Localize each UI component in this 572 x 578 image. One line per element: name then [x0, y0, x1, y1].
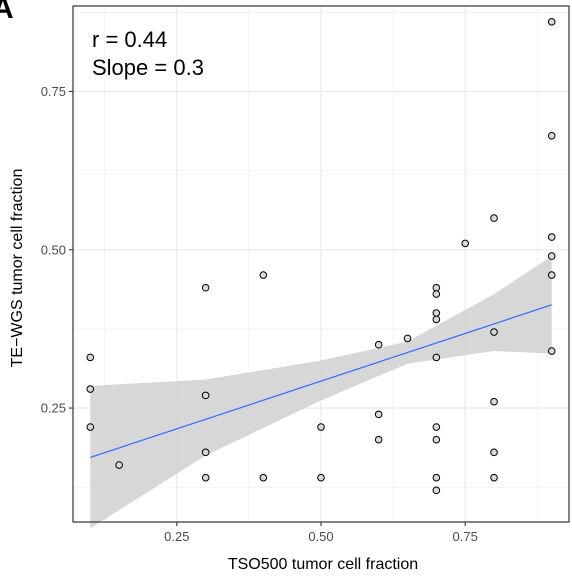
data-point [86, 385, 95, 393]
data-point [490, 328, 498, 336]
data-point [86, 353, 95, 362]
x-tick-label: 0.25 [164, 529, 189, 544]
data-point [432, 435, 441, 444]
data-point [490, 397, 498, 406]
fit-line-layer [90, 304, 552, 458]
data-point [432, 315, 441, 324]
data-point [547, 347, 556, 355]
data-point [432, 353, 441, 362]
data-point [490, 448, 498, 457]
data-point [86, 423, 95, 431]
x-tick-label: 0.50 [308, 529, 333, 544]
data-point [432, 290, 441, 298]
correlation-annotation: r = 0.44 [92, 27, 167, 52]
data-points [86, 18, 556, 495]
data-point [317, 473, 325, 482]
data-point [403, 334, 412, 343]
data-point [547, 18, 556, 26]
y-axis-ticks: 0.25 0.50 0.75 [41, 84, 73, 416]
data-point [432, 473, 441, 482]
regression-line [90, 304, 552, 458]
data-point [201, 448, 210, 457]
y-axis-title: TE−WGS tumor cell fraction [9, 169, 26, 368]
confidence-band-layer [90, 256, 552, 529]
confidence-band [90, 256, 552, 529]
data-point [432, 309, 441, 317]
data-point [490, 214, 498, 222]
data-point [374, 435, 383, 444]
y-tick-label: 0.50 [41, 242, 66, 257]
data-point [201, 473, 210, 482]
data-point [317, 423, 325, 431]
x-axis-title: TSO500 tumor cell fraction [228, 556, 418, 573]
data-point [547, 233, 556, 241]
x-tick-label: 0.75 [453, 529, 478, 544]
slope-annotation: Slope = 0.3 [92, 55, 204, 80]
data-point [374, 340, 383, 349]
panel-label: A [0, 0, 14, 25]
data-point [432, 423, 441, 431]
y-tick-label: 0.75 [41, 84, 66, 99]
data-point [547, 131, 556, 140]
data-point [547, 252, 556, 260]
x-axis-ticks: 0.25 0.50 0.75 [164, 522, 478, 544]
y-tick-label: 0.25 [41, 401, 66, 416]
data-point [259, 271, 268, 279]
data-point [461, 239, 469, 248]
data-point [201, 283, 210, 292]
data-point [201, 391, 210, 400]
data-point [490, 473, 498, 482]
data-point [432, 486, 441, 495]
data-point [259, 473, 268, 482]
data-point [547, 271, 556, 279]
data-point [432, 283, 441, 292]
data-point [115, 461, 123, 469]
data-point [374, 410, 383, 419]
